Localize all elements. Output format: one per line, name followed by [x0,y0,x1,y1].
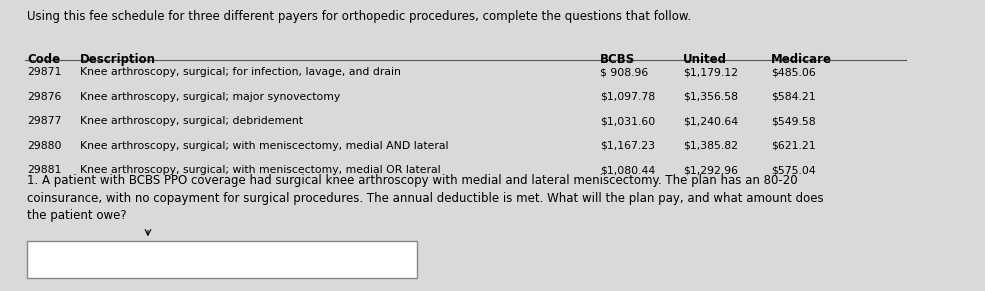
Text: Description: Description [80,53,157,66]
Text: Medicare: Medicare [771,53,832,66]
Text: $485.06: $485.06 [771,67,816,77]
Text: Knee arthroscopy, surgical; debridement: Knee arthroscopy, surgical; debridement [80,116,303,126]
Text: Knee arthroscopy, surgical; with meniscectomy, medial OR lateral: Knee arthroscopy, surgical; with menisce… [80,165,441,175]
Text: 29871: 29871 [28,67,62,77]
Text: $1,385.82: $1,385.82 [684,141,738,150]
Text: Knee arthroscopy, surgical; for infection, lavage, and drain: Knee arthroscopy, surgical; for infectio… [80,67,401,77]
Text: 29881: 29881 [28,165,62,175]
Text: Code: Code [28,53,60,66]
Text: 29880: 29880 [28,141,62,150]
Text: $1,179.12: $1,179.12 [684,67,738,77]
Text: $575.04: $575.04 [771,165,816,175]
Text: $1,240.64: $1,240.64 [684,116,739,126]
Text: 1. A patient with BCBS PPO coverage had surgical knee arthroscopy with medial an: 1. A patient with BCBS PPO coverage had … [28,174,824,222]
Text: $1,031.60: $1,031.60 [600,116,655,126]
Text: $1,080.44: $1,080.44 [600,165,655,175]
Text: 29877: 29877 [28,116,62,126]
Text: Knee arthroscopy, surgical; major synovectomy: Knee arthroscopy, surgical; major synove… [80,92,341,102]
Text: BCBS: BCBS [600,53,635,66]
Text: $621.21: $621.21 [771,141,816,150]
Text: Using this fee schedule for three different payers for orthopedic procedures, co: Using this fee schedule for three differ… [28,10,691,23]
Text: $ 908.96: $ 908.96 [600,67,648,77]
FancyBboxPatch shape [28,241,417,278]
Text: $549.58: $549.58 [771,116,816,126]
Text: $1,097.78: $1,097.78 [600,92,655,102]
Text: 29876: 29876 [28,92,62,102]
Text: $1,356.58: $1,356.58 [684,92,738,102]
Text: $1,167.23: $1,167.23 [600,141,655,150]
Text: $1,292.96: $1,292.96 [684,165,738,175]
Text: $584.21: $584.21 [771,92,816,102]
Text: Knee arthroscopy, surgical; with meniscectomy, medial AND lateral: Knee arthroscopy, surgical; with menisce… [80,141,449,150]
Text: United: United [684,53,727,66]
